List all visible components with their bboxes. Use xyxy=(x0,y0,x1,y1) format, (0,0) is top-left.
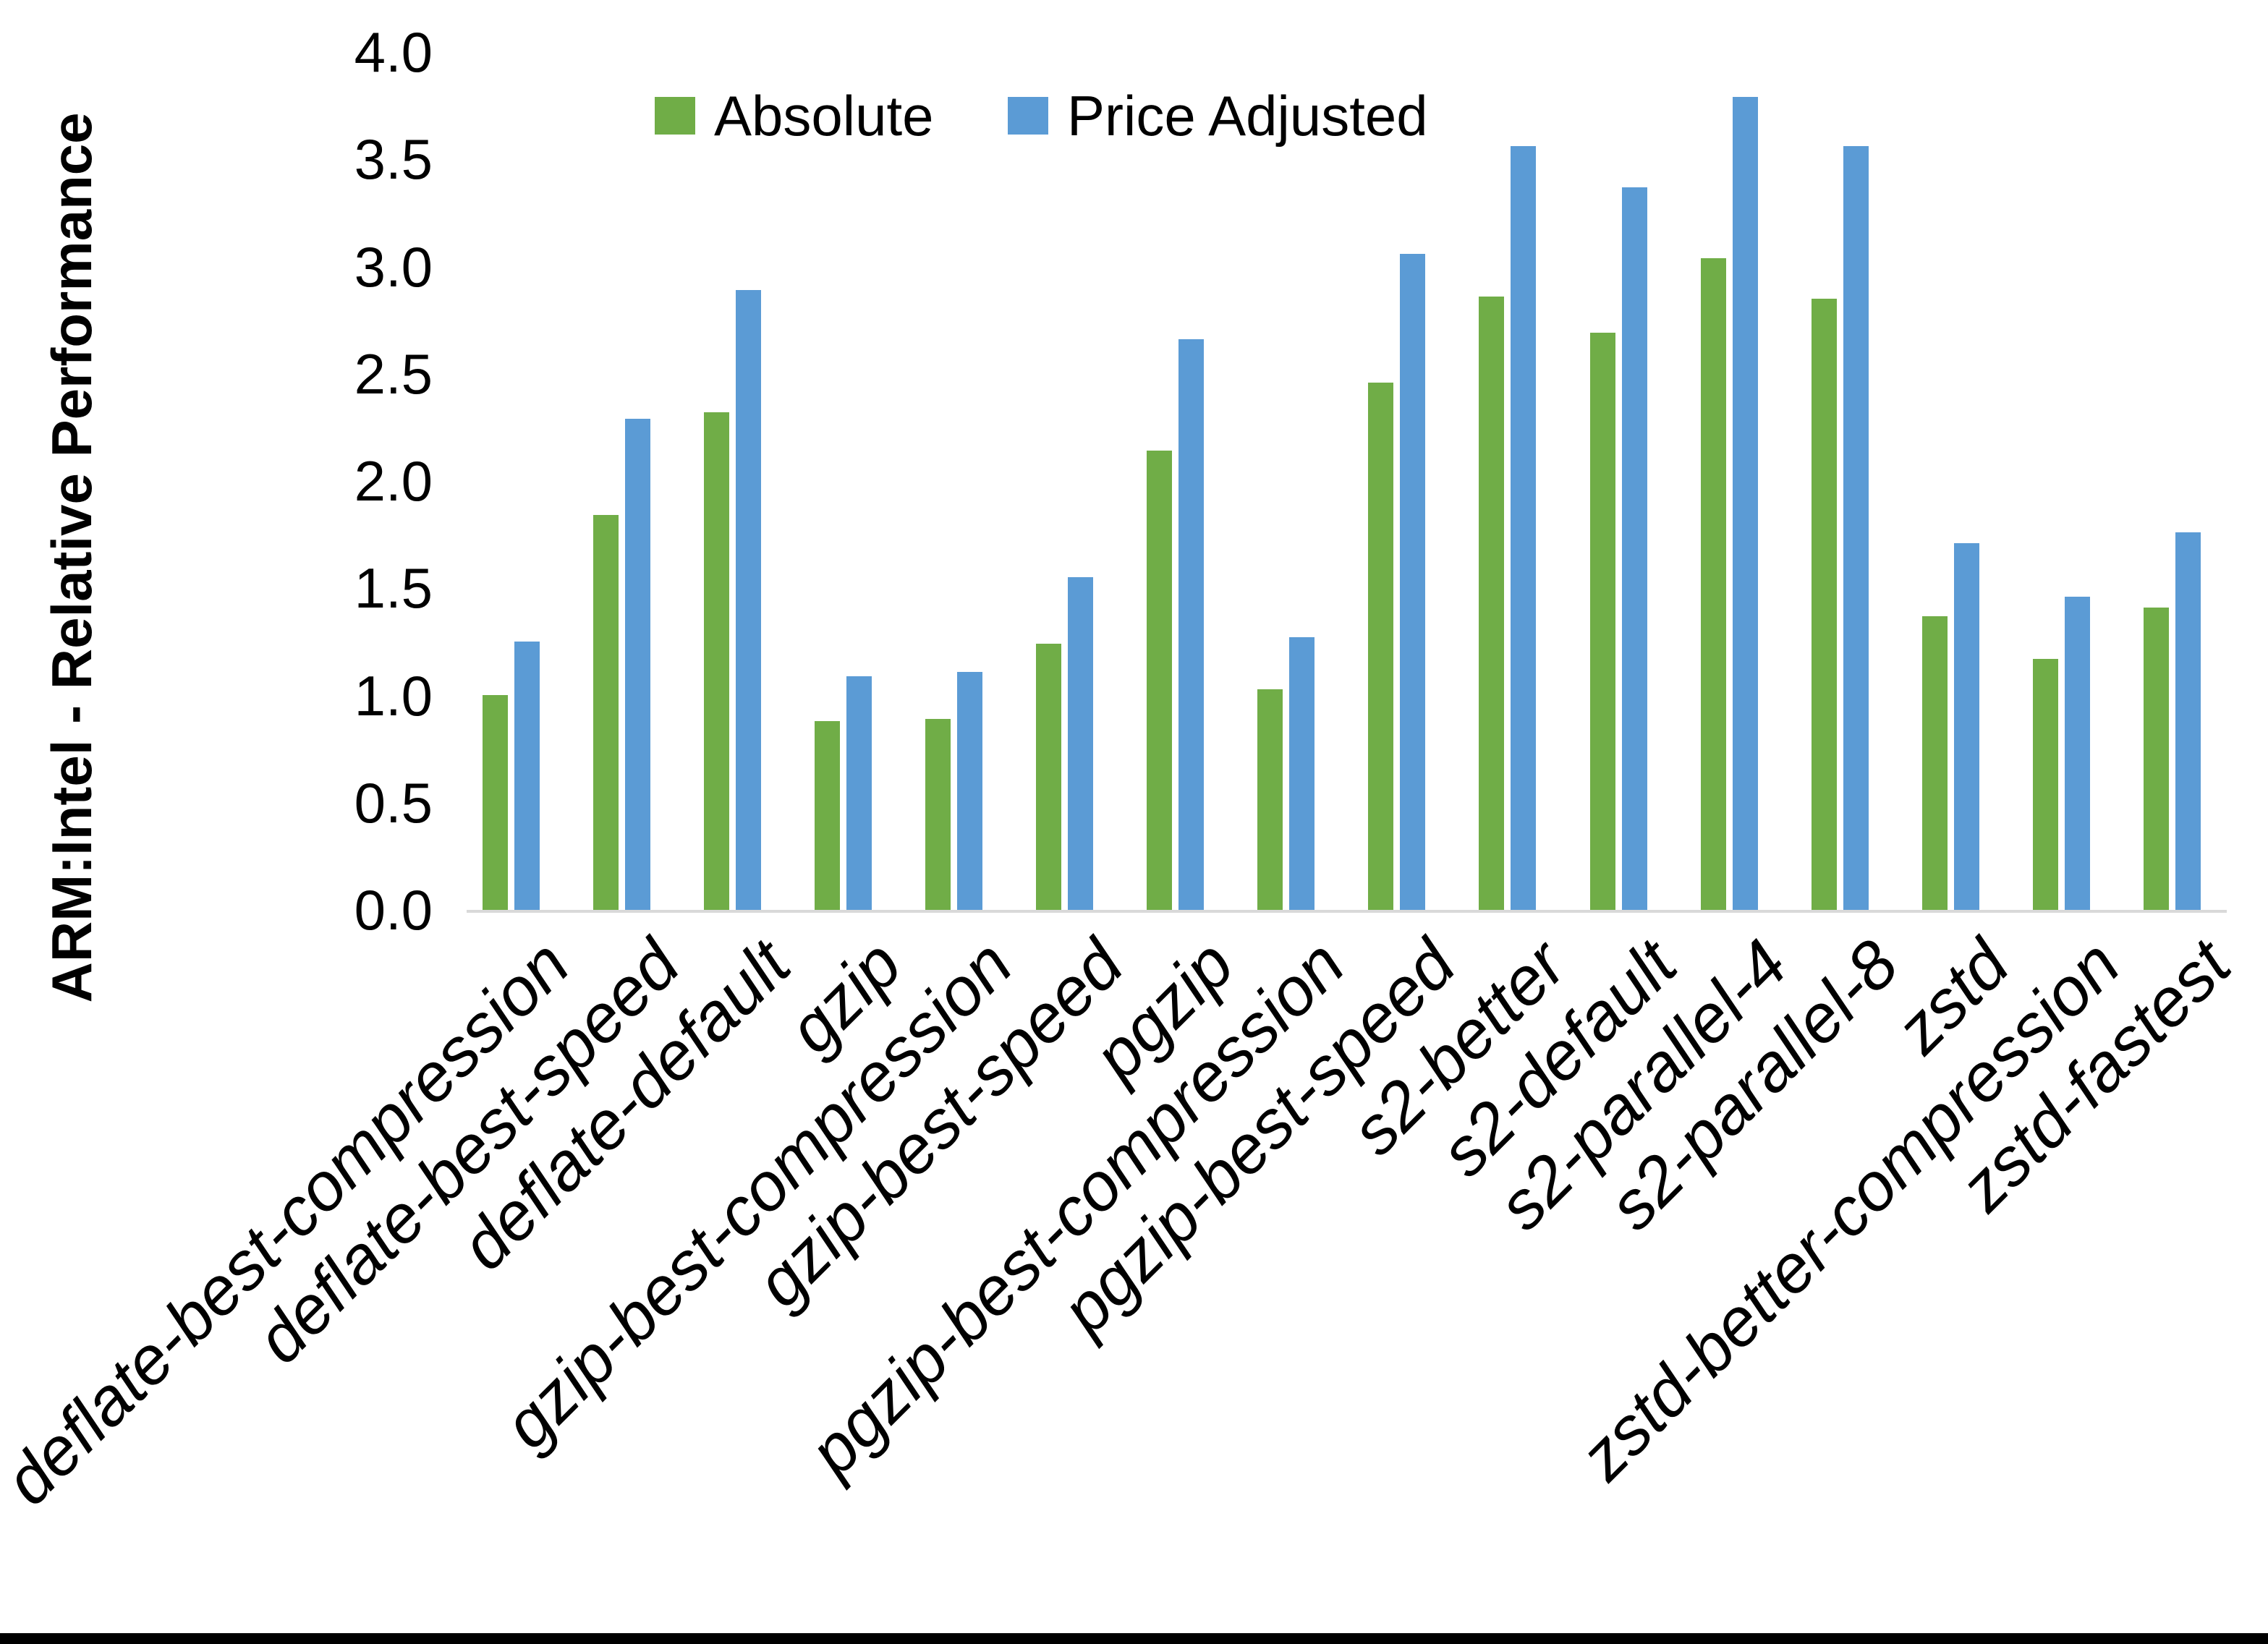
bar-price-adjusted-pgzip-best-compression xyxy=(1289,637,1315,910)
bar-absolute-s2-default xyxy=(1589,333,1615,910)
y-tick-label-1.0: 1.0 xyxy=(354,664,433,728)
y-axis-title: ARM:Intel - Relative Performance xyxy=(40,112,103,1003)
bar-absolute-s2-better xyxy=(1479,297,1505,910)
bar-absolute-s2-parallel-4 xyxy=(1700,258,1726,910)
plot-area xyxy=(467,52,2227,913)
y-tick-label-2.0: 2.0 xyxy=(354,449,433,513)
y-tick-label-0.5: 0.5 xyxy=(354,771,433,835)
bar-price-adjusted-deflate-best-speed xyxy=(624,419,650,910)
bar-absolute-gzip xyxy=(814,721,840,910)
bar-price-adjusted-s2-better xyxy=(1511,146,1537,910)
bar-price-adjusted-zstd-better-compression xyxy=(2064,597,2090,910)
bar-price-adjusted-gzip-best-compression xyxy=(956,672,982,910)
bar-absolute-gzip-best-compression xyxy=(925,719,951,910)
legend-label-absolute: Absolute xyxy=(714,84,934,148)
y-tick-label-3.0: 3.0 xyxy=(354,235,433,299)
bar-price-adjusted-deflate-best-compression xyxy=(514,642,540,910)
bar-absolute-gzip-best-speed xyxy=(1036,644,1061,910)
y-tick-label-0.0: 0.0 xyxy=(354,878,433,942)
bar-absolute-deflate-best-speed xyxy=(593,515,619,910)
y-tick-label-4.0: 4.0 xyxy=(354,20,433,84)
legend-swatch-price-adjusted-icon xyxy=(1008,97,1048,135)
legend-item-price-adjusted: Price Adjusted xyxy=(1008,84,1428,148)
y-tick-label-1.5: 1.5 xyxy=(354,556,433,620)
bar-price-adjusted-zstd xyxy=(1953,543,1979,910)
bar-absolute-zstd xyxy=(1921,616,1948,910)
y-tick-label-2.5: 2.5 xyxy=(354,342,433,406)
bar-absolute-s2-parallel-8 xyxy=(1811,299,1837,910)
bar-price-adjusted-s2-parallel-4 xyxy=(1732,97,1758,910)
bar-absolute-deflate-default xyxy=(703,412,729,910)
legend-label-price-adjusted: Price Adjusted xyxy=(1067,84,1428,148)
bar-price-adjusted-s2-default xyxy=(1621,187,1647,910)
bar-absolute-pgzip xyxy=(1147,451,1173,910)
bar-absolute-pgzip-best-compression xyxy=(1257,689,1283,910)
bar-absolute-zstd-better-compression xyxy=(2032,659,2058,910)
legend-swatch-absolute-icon xyxy=(655,97,695,135)
bar-price-adjusted-gzip-best-speed xyxy=(1068,577,1093,910)
bar-absolute-deflate-best-compression xyxy=(482,695,508,910)
bar-price-adjusted-gzip xyxy=(846,676,872,910)
bar-price-adjusted-pgzip-best-speed xyxy=(1400,254,1426,910)
bar-price-adjusted-s2-parallel-8 xyxy=(1843,146,1869,910)
bar-absolute-pgzip-best-speed xyxy=(1368,383,1394,910)
bottom-border-rule xyxy=(0,1633,2268,1644)
bar-price-adjusted-zstd-fastest xyxy=(2175,532,2201,910)
bar-price-adjusted-deflate-default xyxy=(735,290,761,910)
bar-price-adjusted-pgzip xyxy=(1178,339,1205,910)
y-tick-label-3.5: 3.5 xyxy=(354,127,433,191)
legend-item-absolute: Absolute xyxy=(655,84,934,148)
bar-absolute-zstd-fastest xyxy=(2144,608,2169,910)
